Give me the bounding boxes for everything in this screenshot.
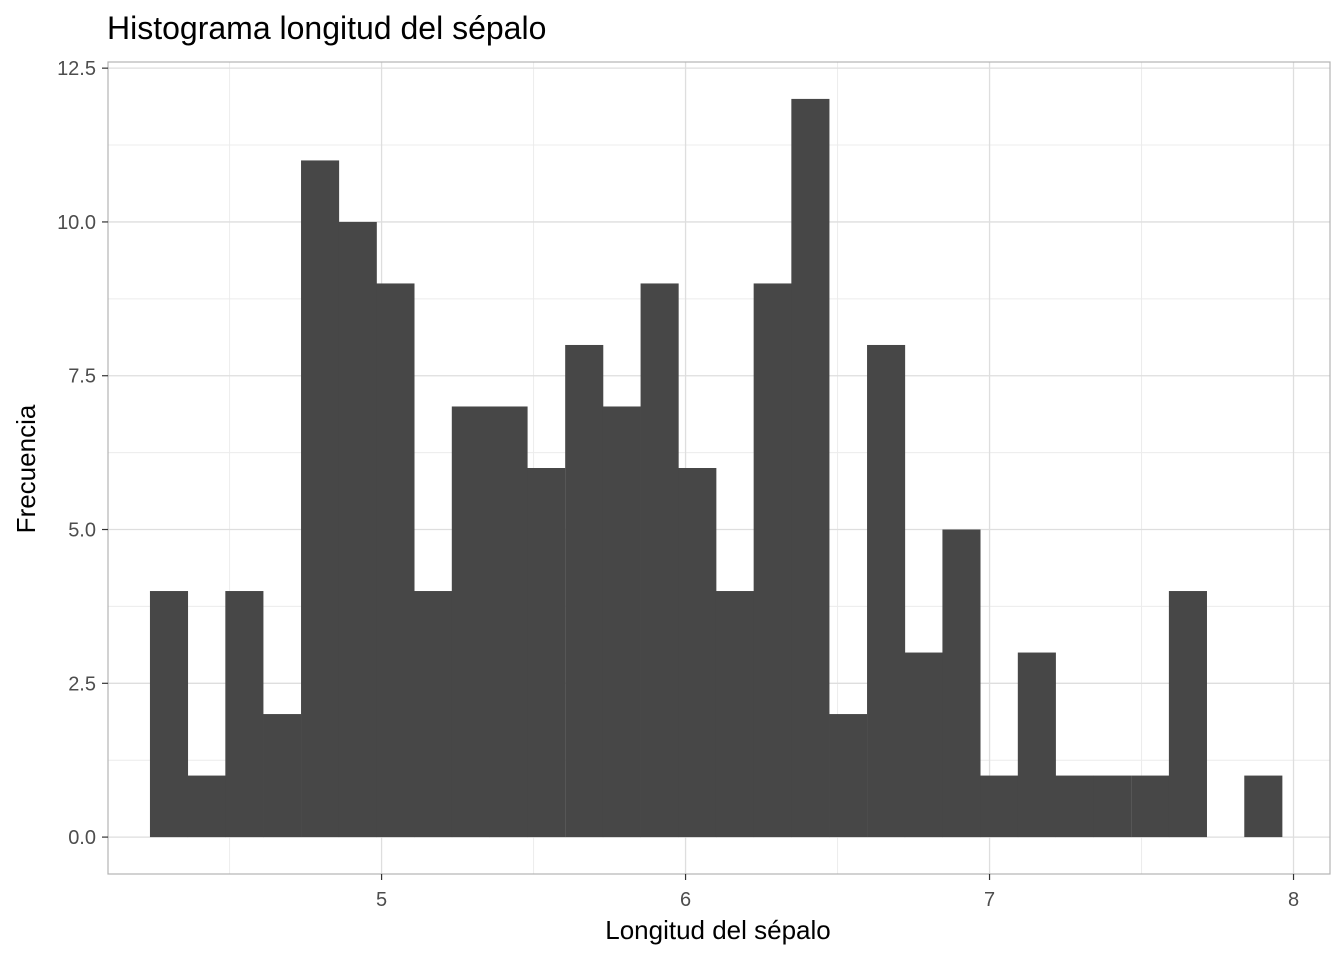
histogram-bar: [867, 344, 906, 838]
histogram-bar: [904, 652, 943, 838]
histogram-bar: [489, 406, 528, 838]
y-tick-label: 2.5: [68, 673, 96, 695]
histogram-bar: [791, 98, 830, 838]
histogram-bar: [1055, 775, 1094, 838]
histogram-bar: [149, 591, 189, 838]
histogram-bar: [1168, 591, 1207, 838]
histogram-bar: [980, 775, 1019, 838]
histogram-bars: [149, 98, 1283, 838]
histogram-bar: [225, 591, 264, 838]
histogram-bar: [414, 591, 453, 838]
histogram-bar: [376, 283, 415, 838]
histogram-bar: [602, 406, 641, 838]
x-tick-label: 5: [376, 889, 387, 911]
x-axis-ticks: 5 6 7 8: [376, 874, 1299, 911]
histogram-bar: [527, 468, 566, 838]
y-tick-label: 7.5: [68, 366, 96, 388]
panel-border: [107, 61, 1331, 875]
histogram-bar: [1093, 775, 1132, 838]
y-axis-title: Frecuencia: [11, 404, 41, 533]
histogram-bar: [1244, 775, 1283, 838]
histogram-bar: [678, 468, 717, 838]
y-tick-label: 12.5: [57, 58, 96, 80]
y-tick-label: 0.0: [68, 827, 96, 849]
histogram-bar: [715, 591, 755, 838]
x-tick-label: 7: [984, 889, 995, 911]
histogram-bar: [640, 283, 679, 838]
histogram-bar: [565, 344, 604, 838]
histogram-bar: [1017, 652, 1056, 838]
histogram-bar: [301, 160, 340, 838]
x-tick-label: 6: [680, 889, 691, 911]
histogram-bar: [263, 714, 302, 838]
histogram-bar: [942, 529, 981, 838]
x-axis-title: Longitud del sépalo: [605, 915, 831, 945]
histogram-bar: [451, 406, 490, 838]
histogram-bar: [187, 775, 226, 838]
histogram-bar: [829, 714, 868, 838]
y-tick-label: 5.0: [68, 520, 96, 542]
histogram-bar: [753, 283, 792, 838]
histogram-bar: [1131, 775, 1170, 838]
y-tick-label: 10.0: [57, 212, 96, 234]
histogram-bar: [338, 221, 377, 838]
y-axis-ticks: 0.0 2.5 5.0 7.5 10.0 12.5: [57, 58, 108, 849]
chart-title: Histograma longitud del sépalo: [107, 10, 546, 46]
x-tick-label: 8: [1288, 889, 1299, 911]
